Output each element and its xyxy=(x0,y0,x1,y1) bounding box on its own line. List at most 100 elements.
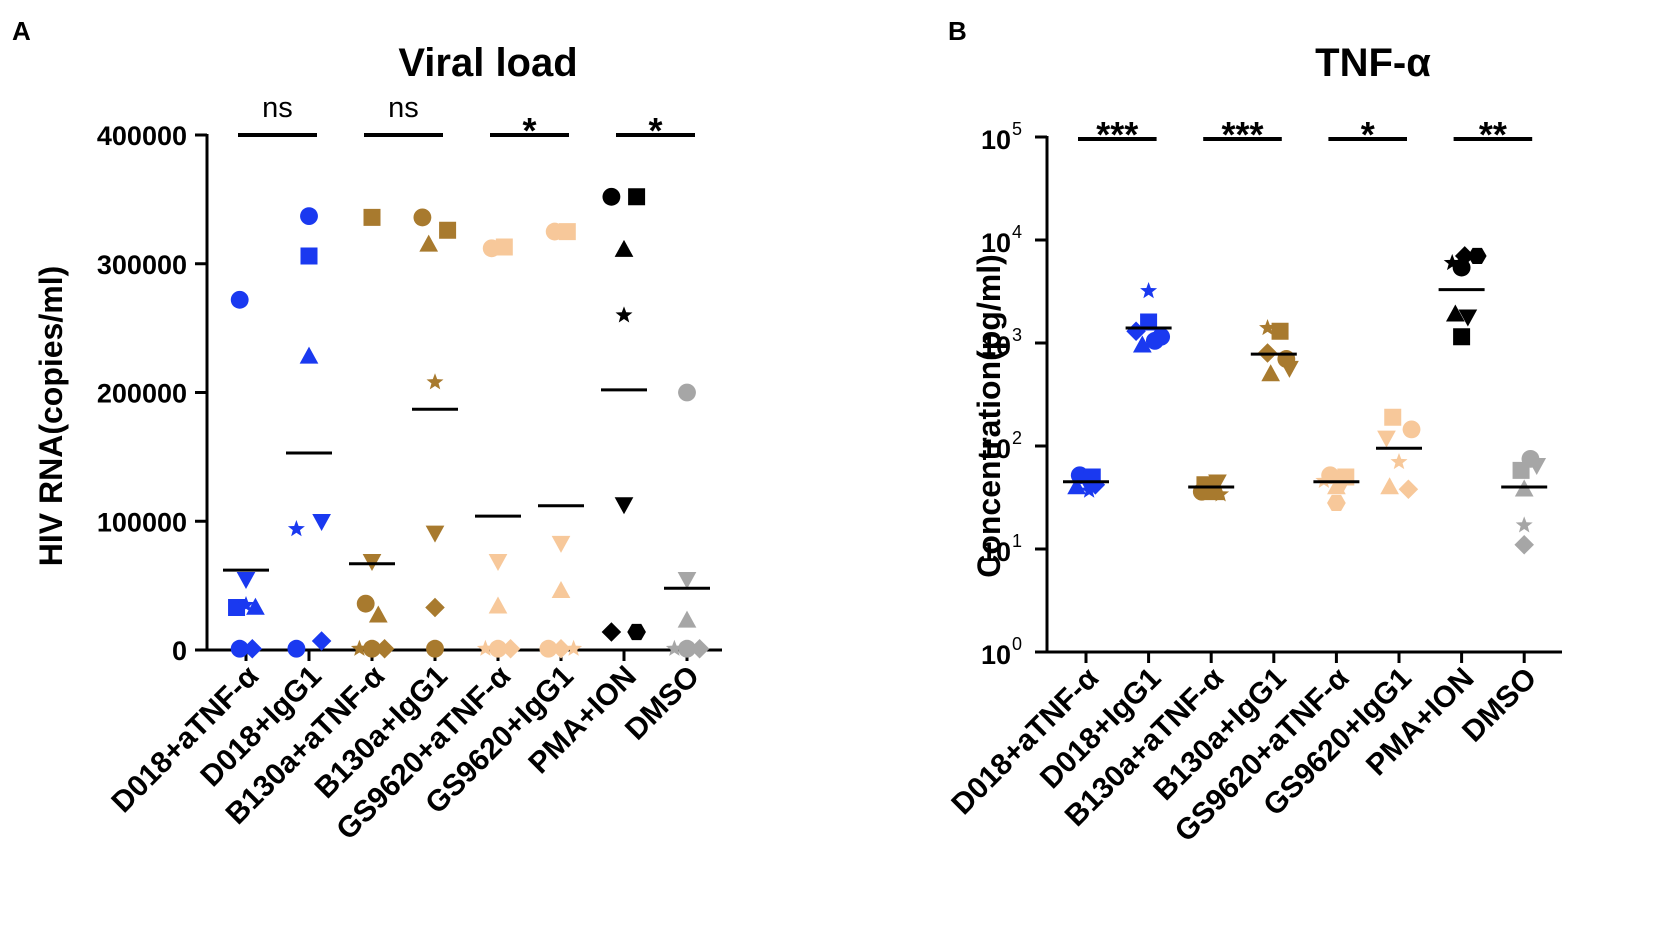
y-tick-label: 10 xyxy=(981,125,1011,155)
data-point-circle xyxy=(300,207,318,226)
panel-a-title: Viral load xyxy=(398,41,577,85)
panel-a-letter: A xyxy=(12,16,31,46)
data-point-square xyxy=(1512,461,1530,479)
data-point-square xyxy=(300,247,318,265)
data-point-diamond xyxy=(1514,534,1534,555)
significance-label: *** xyxy=(1096,114,1138,155)
panel-a-y-axis-label: HIV RNA(copies/ml) xyxy=(33,266,69,566)
y-tick-label-exponent: 3 xyxy=(1012,325,1022,345)
y-tick-label: 100000 xyxy=(97,507,187,537)
data-point-circle xyxy=(230,290,249,309)
data-point-square xyxy=(1271,322,1289,340)
data-point-circle xyxy=(1145,331,1164,350)
data-point-circle xyxy=(539,639,558,658)
y-tick-label: 10 xyxy=(981,434,1011,464)
panel-b-letter: B xyxy=(948,16,967,46)
data-point-star xyxy=(665,639,683,656)
data-point-hexagon xyxy=(1467,247,1487,265)
significance-label: * xyxy=(522,110,536,151)
data-point-inverted-triangle xyxy=(1527,458,1547,476)
panel-b-title: TNF-α xyxy=(1315,41,1431,85)
data-point-triangle xyxy=(1445,304,1465,322)
y-tick-label-exponent: 4 xyxy=(1012,222,1022,242)
y-tick-label: 400000 xyxy=(97,121,187,151)
data-point-star xyxy=(426,373,444,390)
data-point-hexagon xyxy=(1327,494,1346,512)
y-tick-label: 10 xyxy=(981,331,1011,361)
data-point-circle xyxy=(230,639,249,658)
data-point-square xyxy=(1140,313,1158,331)
data-point-triangle xyxy=(1067,477,1086,495)
data-point-square xyxy=(558,223,576,241)
data-point-diamond xyxy=(374,638,395,659)
significance-label: ns xyxy=(388,92,419,124)
data-point-square xyxy=(439,221,457,239)
data-point-diamond xyxy=(1398,479,1419,500)
data-point-circle xyxy=(426,639,444,658)
y-tick-label-exponent: 0 xyxy=(1012,634,1022,654)
y-tick-label: 10 xyxy=(981,228,1011,258)
data-point-triangle xyxy=(299,346,319,364)
y-tick-label-exponent: 2 xyxy=(1012,428,1022,448)
significance-label: *** xyxy=(1221,114,1263,155)
data-point-triangle xyxy=(1261,364,1281,382)
data-point-diamond xyxy=(242,638,263,659)
data-point-inverted-triangle xyxy=(614,497,634,515)
data-point-triangle xyxy=(488,596,508,614)
data-point-inverted-triangle xyxy=(312,514,331,532)
data-point-star xyxy=(1443,253,1461,271)
data-point-diamond xyxy=(500,638,521,659)
y-tick-label: 10 xyxy=(981,537,1011,567)
data-point-triangle xyxy=(677,610,697,628)
data-point-diamond xyxy=(551,638,571,659)
data-point-inverted-triangle xyxy=(551,535,571,553)
data-point-inverted-triangle xyxy=(425,525,445,543)
y-tick-label: 300000 xyxy=(97,250,187,280)
data-point-triangle xyxy=(551,581,571,598)
data-point-star xyxy=(565,639,583,656)
panel-a-plot-area: 0100000200000300000400000D018+aTNF-αD018… xyxy=(97,92,722,846)
data-point-hexagon xyxy=(627,623,646,641)
y-tick-label: 200000 xyxy=(97,379,187,409)
data-point-star xyxy=(1080,481,1098,498)
data-point-diamond xyxy=(1126,321,1146,342)
significance-label: ns xyxy=(262,92,293,124)
data-point-diamond xyxy=(425,597,445,618)
data-point-inverted-triangle xyxy=(1377,430,1396,448)
panel-b-y-axis-label: Concentration(pg/ml) xyxy=(971,254,1007,578)
y-tick-label-exponent: 5 xyxy=(1012,119,1022,139)
data-point-inverted-triangle xyxy=(1458,309,1478,327)
data-point-diamond xyxy=(311,631,332,651)
data-point-inverted-triangle xyxy=(236,571,256,589)
data-point-star xyxy=(237,596,255,613)
data-point-star xyxy=(287,520,305,537)
data-point-circle xyxy=(678,383,696,402)
data-point-diamond xyxy=(1085,475,1106,495)
data-point-triangle xyxy=(614,239,634,257)
data-point-circle xyxy=(1452,258,1471,277)
data-point-circle xyxy=(287,639,306,658)
y-tick-label: 10 xyxy=(981,640,1011,670)
data-point-diamond xyxy=(601,622,622,642)
data-point-square xyxy=(1384,408,1402,426)
data-point-triangle xyxy=(419,234,439,252)
data-point-circle xyxy=(356,594,375,613)
data-point-circle xyxy=(489,639,507,658)
data-point-diamond xyxy=(689,638,710,659)
data-point-circle xyxy=(678,639,696,658)
data-point-star xyxy=(1515,516,1533,533)
data-point-inverted-triangle xyxy=(677,571,697,589)
data-point-circle xyxy=(602,187,621,206)
data-point-triangle xyxy=(1327,477,1346,495)
data-point-star xyxy=(350,639,368,656)
data-point-star xyxy=(1390,453,1408,470)
significance-label: * xyxy=(648,110,662,151)
data-point-star xyxy=(1315,471,1333,488)
panel-a: A Viral load HIV RNA(copies/ml) 0 100000 2… xyxy=(12,16,722,846)
significance-label: * xyxy=(1361,114,1375,155)
data-point-star xyxy=(615,306,633,323)
y-tick-label-exponent: 1 xyxy=(1012,531,1022,551)
data-point-circle xyxy=(413,208,432,227)
